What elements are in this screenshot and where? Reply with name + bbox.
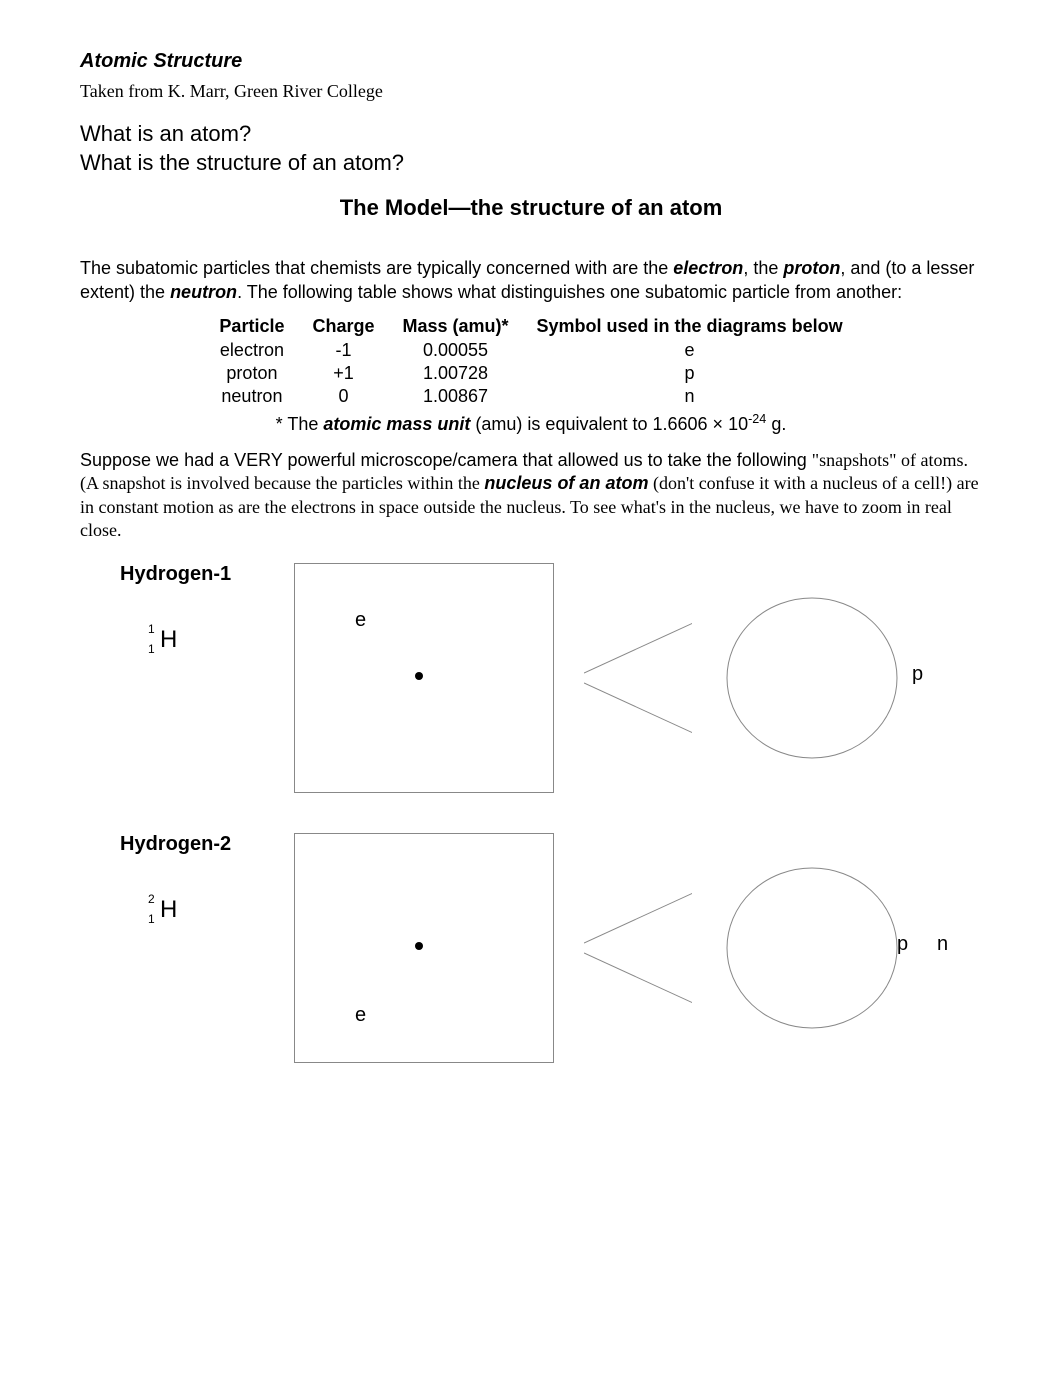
cell-particle: electron — [205, 339, 298, 362]
model-heading: The Model—the structure of an atom — [80, 195, 982, 221]
element-symbol-h2: H — [160, 896, 177, 923]
col-charge: Charge — [298, 314, 388, 339]
element-symbol-h1: H — [160, 626, 177, 653]
electron-label-h1: e — [355, 609, 366, 632]
document-title: Atomic Structure — [80, 50, 982, 73]
footnote-mid: (amu) is equivalent to 1.6606 × 10 — [470, 414, 748, 434]
cell-particle: neutron — [205, 385, 298, 408]
cell-symbol: p — [523, 362, 857, 385]
proton-label-h2: p — [897, 933, 908, 956]
isotope-symbol-h1: 1 1 H — [160, 626, 177, 654]
atomic-number-h1: 1 — [148, 642, 155, 656]
cell-charge: +1 — [298, 362, 388, 385]
questions-block: What is an atom? What is the structure o… — [80, 120, 982, 177]
cell-charge: -1 — [298, 339, 388, 362]
para2-t1: Suppose we had a VERY powerful microscop… — [80, 450, 812, 470]
neutron-label-h2: n — [937, 933, 948, 956]
question-1: What is an atom? — [80, 120, 982, 149]
particles-table: Particle Charge Mass (amu)* Symbol used … — [205, 314, 856, 408]
atom-view-h2: e — [294, 833, 554, 1063]
diagram-hydrogen-1: Hydrogen-1 1 1 H e p — [120, 563, 982, 793]
diagram-hydrogen-2: Hydrogen-2 2 1 H e p n — [120, 833, 982, 1063]
isotope-symbol-h2: 2 1 H — [160, 896, 177, 924]
isotope-label-h2: Hydrogen-2 2 1 H — [120, 833, 264, 924]
mass-number-h2: 2 — [148, 892, 155, 906]
table-row: electron -1 0.00055 e — [205, 339, 856, 362]
nucleus-dot-h2 — [415, 942, 423, 950]
term-proton: proton — [783, 258, 840, 278]
intro-text-4: . The following table shows what disting… — [237, 282, 902, 302]
atom-view-h1: e — [294, 563, 554, 793]
paragraph-2: Suppose we had a VERY powerful microscop… — [80, 449, 982, 543]
question-2: What is the structure of an atom? — [80, 149, 982, 178]
term-nucleus: nucleus of an atom — [484, 473, 648, 493]
isotope-label-h1: Hydrogen-1 1 1 H — [120, 563, 264, 654]
nucleus-view-h2: p n — [722, 833, 982, 1063]
isotope-name-h2: Hydrogen-2 — [120, 833, 264, 856]
proton-label-h1: p — [912, 663, 923, 686]
term-neutron: neutron — [170, 282, 237, 302]
footnote-pre: * The — [276, 414, 324, 434]
table-row: proton +1 1.00728 p — [205, 362, 856, 385]
term-electron: electron — [673, 258, 743, 278]
footnote-post: g. — [766, 414, 786, 434]
attribution-text: Taken from K. Marr, Green River College — [80, 81, 982, 102]
table-footnote: * The atomic mass unit (amu) is equivale… — [80, 412, 982, 435]
intro-paragraph: The subatomic particles that chemists ar… — [80, 257, 982, 304]
isotope-name-h1: Hydrogen-1 — [120, 563, 264, 586]
cell-charge: 0 — [298, 385, 388, 408]
col-particle: Particle — [205, 314, 298, 339]
nucleus-view-h1: p — [722, 563, 982, 793]
footnote-exp: -24 — [748, 412, 766, 426]
col-mass: Mass (amu)* — [388, 314, 522, 339]
electron-label-h2: e — [355, 1004, 366, 1027]
cell-symbol: n — [523, 385, 857, 408]
zoom-lines-icon — [584, 833, 692, 1063]
intro-text-1: The subatomic particles that chemists ar… — [80, 258, 673, 278]
nucleus-dot-h1 — [415, 672, 423, 680]
cell-particle: proton — [205, 362, 298, 385]
intro-text-2: , the — [743, 258, 783, 278]
zoom-lines-icon — [584, 563, 692, 793]
cell-mass: 0.00055 — [388, 339, 522, 362]
cell-symbol: e — [523, 339, 857, 362]
cell-mass: 1.00728 — [388, 362, 522, 385]
table-header-row: Particle Charge Mass (amu)* Symbol used … — [205, 314, 856, 339]
term-amu: atomic mass unit — [323, 414, 470, 434]
mass-number-h1: 1 — [148, 622, 155, 636]
atomic-number-h2: 1 — [148, 912, 155, 926]
cell-mass: 1.00867 — [388, 385, 522, 408]
nucleus-circle-icon — [722, 563, 982, 793]
col-symbol: Symbol used in the diagrams below — [523, 314, 857, 339]
table-row: neutron 0 1.00867 n — [205, 385, 856, 408]
